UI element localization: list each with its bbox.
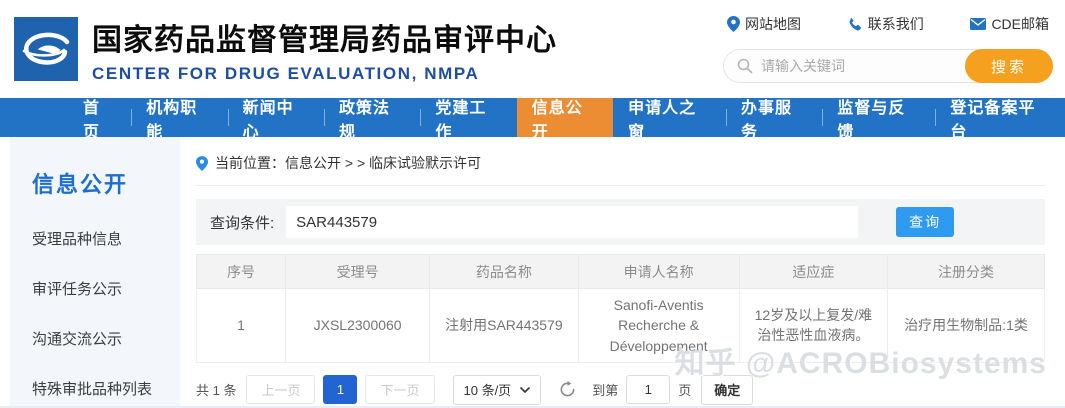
goto-page-input[interactable] xyxy=(626,375,671,405)
pagination: 共 1 条 上一页 1 下一页 10 条/页 到第 页 确定 xyxy=(196,374,1045,405)
query-input[interactable] xyxy=(286,206,859,238)
nav-item-applicant-window[interactable]: 申请人之窗 xyxy=(628,99,697,141)
page-size-select[interactable]: 10 条/页 xyxy=(452,374,542,405)
prev-page-button[interactable]: 上一页 xyxy=(246,375,316,405)
contact-label: 联系我们 xyxy=(867,16,924,32)
col-header-indication: 适应症 xyxy=(738,254,889,289)
mail-label: CDE邮箱 xyxy=(991,16,1049,32)
nav-item-home[interactable]: 首页 xyxy=(83,99,101,141)
cde-logo xyxy=(14,17,78,81)
content-area: 信息公开 受理品种信息 审评任务公示 沟通交流公示 特殊审批品种列表 优先审评公… xyxy=(0,137,1065,408)
phone-icon xyxy=(848,17,863,32)
col-header-drug-name: 药品名称 xyxy=(429,254,579,289)
site-titles: 国家药品监督管理局药品审评中心 CENTER FOR DRUG EVALUATI… xyxy=(92,15,557,84)
page-1-button[interactable]: 1 xyxy=(323,375,358,405)
refresh-icon[interactable] xyxy=(559,381,576,398)
location-pin-icon xyxy=(196,155,208,171)
cell-index: 1 xyxy=(195,288,287,363)
site-search-button[interactable]: 搜索 xyxy=(965,49,1053,83)
main-content: 当前位置：信息公开 > > 临床试验默示许可 查询条件: 查询 序号 受理号 药… xyxy=(180,137,1065,408)
nav-item-registration-platform[interactable]: 登记备案平台 xyxy=(935,98,1065,141)
query-button[interactable]: 查询 xyxy=(896,207,955,237)
sitemap-link[interactable]: 网站地图 xyxy=(727,14,801,34)
col-header-acceptance-no: 受理号 xyxy=(285,254,431,289)
query-label: 查询条件: xyxy=(210,214,275,232)
cell-acceptance-no: JXSL2300060 xyxy=(285,288,431,363)
search-icon xyxy=(737,58,753,74)
total-count: 共 1 条 xyxy=(196,383,237,399)
mail-icon xyxy=(970,18,987,30)
sidebar-item-accepted-products[interactable]: 受理品种信息 xyxy=(32,231,123,248)
confirm-button[interactable]: 确定 xyxy=(701,374,754,405)
chevron-down-icon xyxy=(520,387,530,393)
col-header-index: 序号 xyxy=(195,254,287,289)
table-row: 1 JXSL2300060 注射用SAR443579 Sanofi-Aventi… xyxy=(195,288,1045,363)
results-table: 序号 受理号 药品名称 申请人名称 适应症 注册分类 1 JXSL2300060… xyxy=(195,254,1045,363)
goto-suffix: 页 xyxy=(678,383,692,399)
goto-label: 到第 xyxy=(592,383,619,399)
map-pin-icon xyxy=(727,16,740,32)
sidebar: 信息公开 受理品种信息 审评任务公示 沟通交流公示 特殊审批品种列表 优先审评公… xyxy=(10,137,180,408)
cell-drug-name: 注射用SAR443579 xyxy=(429,288,579,363)
sidebar-item-review-tasks[interactable]: 审评任务公示 xyxy=(32,281,123,298)
site-subtitle: CENTER FOR DRUG EVALUATION, NMPA xyxy=(92,63,480,83)
bottom-divider xyxy=(0,406,1065,408)
breadcrumb: 当前位置：信息公开 > > 临床试验默示许可 xyxy=(196,153,1045,186)
nav-item-organization[interactable]: 机构职能 xyxy=(131,98,227,141)
site-header: 国家药品监督管理局药品审评中心 CENTER FOR DRUG EVALUATI… xyxy=(0,0,1065,98)
header-right: 网站地图 联系我们 CDE邮箱 搜索 xyxy=(723,14,1053,83)
site-title: 国家药品监督管理局药品审评中心 xyxy=(92,23,557,57)
nav-item-services[interactable]: 办事服务 xyxy=(726,98,822,141)
quick-links: 网站地图 联系我们 CDE邮箱 xyxy=(723,14,1053,34)
breadcrumb-text: 当前位置：信息公开 > > 临床试验默示许可 xyxy=(215,155,482,171)
nav-item-party-building[interactable]: 党建工作 xyxy=(420,98,516,141)
sidebar-item-special-approval[interactable]: 特殊审批品种列表 xyxy=(32,381,153,398)
main-nav: 首页 机构职能 新闻中心 政策法规 党建工作 信息公开 申请人之窗 办事服务 监… xyxy=(0,98,1065,141)
cell-applicant: Sanofi-Aventis Recherche & Développement xyxy=(577,288,740,363)
nav-item-news[interactable]: 新闻中心 xyxy=(227,98,324,141)
cell-indication: 12岁及以上复发/难治性恶性血液病。 xyxy=(738,288,889,363)
query-bar: 查询条件: 查询 xyxy=(196,199,1045,245)
sidebar-item-communication[interactable]: 沟通交流公示 xyxy=(32,331,123,348)
col-header-applicant: 申请人名称 xyxy=(577,254,740,289)
nav-item-supervision-feedback[interactable]: 监督与反馈 xyxy=(822,98,935,141)
sidebar-title: 信息公开 xyxy=(32,172,129,197)
table-header-row: 序号 受理号 药品名称 申请人名称 适应症 注册分类 xyxy=(195,254,1045,289)
site-search-input[interactable] xyxy=(761,58,941,74)
cell-registration-class: 治疗用生物制品:1类 xyxy=(887,288,1045,363)
page-size-value: 10 条/页 xyxy=(463,383,512,399)
nav-item-policies[interactable]: 政策法规 xyxy=(323,98,420,141)
next-page-button[interactable]: 下一页 xyxy=(365,375,435,405)
mail-link[interactable]: CDE邮箱 xyxy=(970,14,1049,34)
nav-item-info-disclosure[interactable]: 信息公开 xyxy=(516,98,614,141)
sitemap-label: 网站地图 xyxy=(745,16,801,32)
col-header-registration-class: 注册分类 xyxy=(887,254,1045,289)
site-search: 搜索 xyxy=(723,49,1053,83)
contact-link[interactable]: 联系我们 xyxy=(848,14,924,34)
